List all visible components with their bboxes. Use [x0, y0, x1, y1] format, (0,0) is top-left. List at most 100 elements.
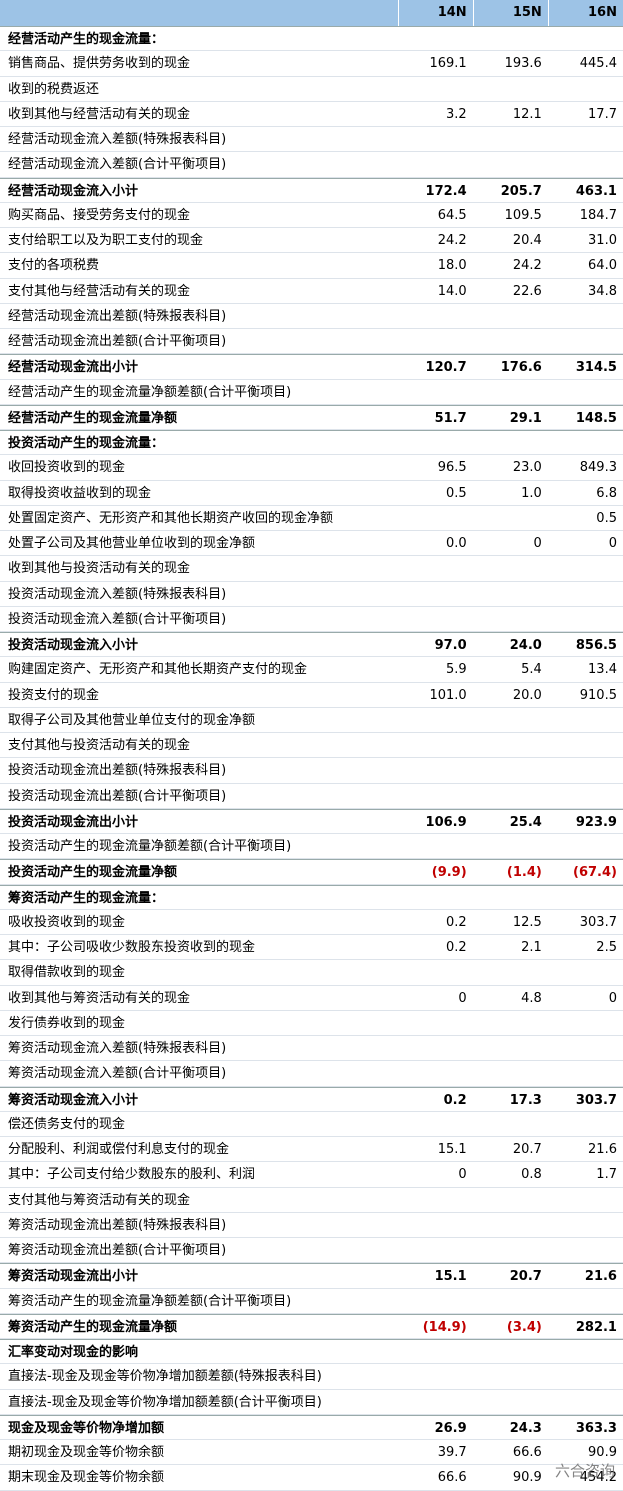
table-row: 投资活动现金流入差额(特殊报表科目)	[0, 581, 623, 607]
cell: (9.9)	[397, 860, 473, 884]
cell: 303.7	[547, 1087, 623, 1111]
cell: 454.2	[547, 1465, 623, 1490]
row-label: 其中：子公司吸收少数股东投资收到的现金	[8, 940, 256, 955]
cell: 17.3	[472, 1087, 548, 1111]
cell: 193.6	[472, 51, 548, 76]
row-label: 支付其他与经营活动有关的现金	[8, 283, 191, 299]
cell	[397, 1364, 473, 1389]
cell: 0.0	[397, 531, 473, 556]
cell	[547, 303, 623, 328]
table-row: 处置固定资产、无形资产和其他长期资产收回的现金净额 0.5	[0, 505, 623, 531]
row-label: 发行债券收到的现金	[8, 1015, 126, 1031]
cell	[547, 960, 623, 985]
table-row: 支付其他与筹资活动有关的现金	[0, 1187, 623, 1213]
cell	[472, 733, 548, 758]
cell: 12.1	[472, 101, 548, 126]
row-label: 经营活动产生的现金流量：	[8, 32, 165, 47]
row-label: 收到的税费返还	[8, 81, 100, 97]
cell	[397, 1111, 473, 1136]
header-cell: 16N	[547, 0, 623, 26]
table-row: 筹资活动现金流入小计 0.2 17.3 303.7	[0, 1086, 623, 1112]
cell	[397, 1212, 473, 1237]
cell: 205.7	[472, 178, 548, 202]
cell: 106.9	[397, 809, 473, 833]
row-label: 筹资活动现金流出差额(特殊报表科目)	[8, 1217, 227, 1233]
table-row: 经营活动产生的现金流量净额 51.7 29.1 148.5	[0, 404, 623, 430]
cell: 64.5	[397, 202, 473, 227]
cell: 2.1	[472, 935, 548, 960]
cell	[472, 1364, 548, 1389]
cell: 23.0	[472, 455, 548, 480]
table-row: 筹资活动现金流出差额(特殊报表科目)	[0, 1212, 623, 1238]
cell	[472, 606, 548, 631]
table-row: 直接法-现金及现金等价物净增加额差额(特殊报表科目)	[0, 1364, 623, 1390]
table-row: 购买商品、接受劳务支付的现金 64.5 109.5 184.7	[0, 202, 623, 228]
table-row: 投资活动现金流入差额(合计平衡项目)	[0, 606, 623, 632]
cell	[397, 152, 473, 177]
row-label: 收回投资收到的现金	[8, 460, 126, 476]
table-row: 经营活动现金流入小计 172.4 205.7 463.1	[0, 177, 623, 203]
table-row: 收到其他与筹资活动有关的现金 0 4.8 0	[0, 985, 623, 1011]
cell	[547, 152, 623, 177]
cell: 24.2	[472, 253, 548, 278]
table-row: 期末现金及现金等价物余额 66.6 90.9 454.2	[0, 1465, 623, 1491]
row-label: 支付给职工以及为职工支付的现金	[8, 233, 204, 248]
cell	[397, 1036, 473, 1061]
cell	[397, 581, 473, 606]
row-label: 处置子公司及其他营业单位收到的现金净额	[8, 536, 256, 551]
header-label	[0, 0, 398, 26]
cell	[472, 505, 548, 530]
table-row: 取得子公司及其他营业单位支付的现金净额	[0, 707, 623, 733]
cell	[547, 1036, 623, 1061]
row-label: 处置固定资产、无形资产和其他长期资产收回的现金净额	[8, 510, 334, 526]
row-label: 收到其他与经营活动有关的现金	[8, 106, 191, 122]
cell	[547, 1364, 623, 1389]
cell: 24.3	[472, 1415, 548, 1439]
cell	[397, 379, 473, 404]
watermark: 六合咨询	[554, 1462, 615, 1480]
row-label: 支付的各项税费	[8, 258, 100, 274]
row-label: 筹资活动现金流出小计	[8, 1269, 139, 1285]
cell	[547, 76, 623, 101]
table-row: 销售商品、提供劳务收到的现金 169.1 193.6 445.4	[0, 51, 623, 77]
row-label: 取得借款收到的现金	[8, 965, 126, 981]
cell: 31.0	[547, 228, 623, 253]
table-row: 收到的税费返还	[0, 76, 623, 102]
table-row: 支付给职工以及为职工支付的现金 24.2 20.4 31.0	[0, 228, 623, 254]
cell	[472, 329, 548, 354]
cell	[547, 581, 623, 606]
cell	[547, 1212, 623, 1237]
cell	[472, 758, 548, 783]
cell	[547, 27, 623, 51]
row-label: 支付其他与筹资活动有关的现金	[8, 1192, 191, 1208]
cell: 923.9	[547, 809, 623, 833]
table-row: 经营活动现金流入差额(特殊报表科目)	[0, 127, 623, 153]
cell	[547, 1061, 623, 1086]
cell	[397, 885, 473, 909]
cell	[472, 1061, 548, 1086]
cell	[547, 379, 623, 404]
cell	[547, 885, 623, 909]
cell	[472, 1010, 548, 1035]
cell: 15.1	[397, 1264, 473, 1288]
cell	[472, 581, 548, 606]
header-cell: 15N	[472, 0, 548, 26]
row-label: 经营活动产生的现金流量净额	[8, 410, 178, 426]
cell	[472, 431, 548, 455]
cell	[397, 1340, 473, 1364]
table-row: 投资活动产生的现金流量净额 (9.9) (1.4) (67.4)	[0, 859, 623, 885]
table-row: 筹资活动现金流出差额(合计平衡项目)	[0, 1238, 623, 1264]
row-label: 投资活动现金流入差额(特殊报表科目)	[8, 586, 227, 602]
table-row: 筹资活动产生的现金流量净额差额(合计平衡项目)	[0, 1288, 623, 1314]
row-label: 筹资活动现金流出差额(合计平衡项目)	[8, 1243, 227, 1258]
cell: 120.7	[397, 355, 473, 379]
cell	[547, 556, 623, 581]
cell	[397, 1061, 473, 1086]
row-label: 筹资活动现金流入差额(合计平衡项目)	[8, 1066, 227, 1082]
row-label: 筹资活动现金流入小计	[8, 1092, 139, 1108]
cell	[397, 1389, 473, 1414]
cell: 2.5	[547, 935, 623, 960]
cell	[397, 783, 473, 808]
cell	[547, 1389, 623, 1414]
